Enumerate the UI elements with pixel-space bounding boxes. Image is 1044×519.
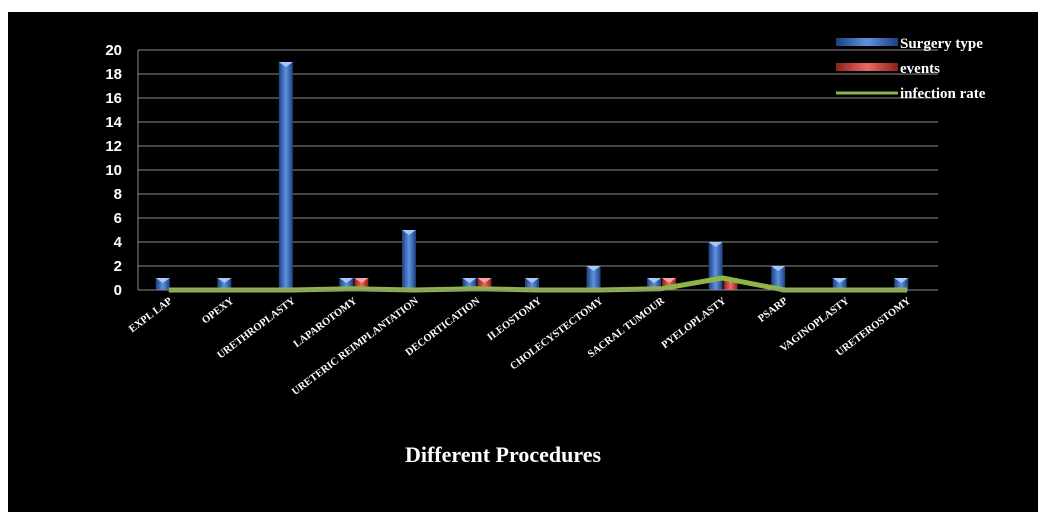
y-tick-label: 0 bbox=[114, 282, 122, 299]
bar-surgery-type-opexy-body bbox=[217, 278, 232, 290]
y-tick-label: 18 bbox=[105, 66, 122, 83]
bar-surgery-type-ureterostomy bbox=[894, 278, 909, 290]
x-tick-label: ILEOSTOMY bbox=[486, 295, 545, 343]
bar-surgery-type-cholecystectomy-body bbox=[586, 266, 601, 290]
bar-surgery-type-vaginoplasty-body bbox=[832, 278, 847, 290]
bar-surgery-type-urethroplasty-body bbox=[278, 62, 293, 290]
y-tick-label: 6 bbox=[114, 210, 122, 227]
y-tick-label: 8 bbox=[114, 186, 122, 203]
bar-surgery-type-laparotomy-cap bbox=[339, 278, 354, 283]
x-tick-label: EXPL LAP bbox=[127, 295, 175, 335]
x-tick-label: PSARP bbox=[756, 295, 790, 324]
bar-surgery-type-expl-lap bbox=[155, 278, 170, 290]
legend-label: events bbox=[900, 61, 940, 77]
bar-surgery-type-ureteric-reimplantation-body bbox=[401, 230, 416, 290]
bar-surgery-type-decortication-cap bbox=[462, 278, 477, 283]
legend-item-events: events bbox=[836, 61, 940, 77]
legend: Surgery type events infection rate bbox=[836, 36, 986, 102]
bar-surgery-type-psarp bbox=[771, 266, 786, 290]
bars-group bbox=[155, 62, 909, 290]
y-tick-label: 20 bbox=[105, 42, 122, 59]
bar-surgery-type-cholecystectomy-cap bbox=[586, 266, 601, 271]
bar-surgery-type-ileostomy bbox=[525, 278, 539, 290]
bar-surgery-type-ureterostomy-cap bbox=[894, 278, 909, 283]
legend-label: infection rate bbox=[900, 86, 986, 102]
bar-events-laparotomy-cap bbox=[354, 278, 369, 283]
x-tick-label: URETERIC REIMPLANTATION bbox=[290, 295, 421, 397]
grid-lines bbox=[138, 49, 938, 291]
chart-frame: 0 2 4 6 8 10 12 14 16 18 20 EXPL LAP OPEXY URETHROPL… bbox=[8, 12, 1038, 512]
bar-surgery-type-psarp-cap bbox=[771, 266, 786, 271]
bar-events-sacral-tumour-cap bbox=[662, 278, 677, 283]
y-tick-label: 14 bbox=[105, 114, 122, 131]
bar-events-decortication-cap bbox=[477, 278, 492, 283]
bar-surgery-type-ureteric-reimplantation bbox=[401, 230, 416, 290]
bar-surgery-type-ureteric-reimplantation-cap bbox=[401, 230, 416, 235]
bar-surgery-type-urethroplasty bbox=[278, 62, 293, 290]
bar-surgery-type-pyeloplasty-body bbox=[708, 242, 723, 290]
legend-swatch-surgery-type bbox=[836, 38, 898, 46]
y-tick-label: 2 bbox=[114, 258, 122, 275]
bar-surgery-type-expl-lap-body bbox=[155, 278, 170, 290]
x-tick-label: LAPAROTOMY bbox=[292, 295, 360, 350]
bar-surgery-type-expl-lap-cap bbox=[155, 278, 170, 283]
bar-surgery-type-ureterostomy-body bbox=[894, 278, 909, 290]
bar-surgery-type-pyeloplasty-cap bbox=[708, 242, 723, 247]
x-tick-label: OPEXY bbox=[200, 295, 236, 326]
y-axis: 0 2 4 6 8 10 12 14 16 18 20 bbox=[105, 42, 139, 299]
bar-surgery-type-psarp-body bbox=[771, 266, 786, 290]
bar-surgery-type-ileostomy-body bbox=[525, 278, 539, 290]
legend-label: Surgery type bbox=[900, 36, 983, 52]
y-tick-label: 10 bbox=[105, 162, 122, 179]
y-tick-label: 12 bbox=[105, 138, 122, 155]
x-axis: EXPL LAP OPEXYURETHROPLASTYLAPAROTOMYURET… bbox=[127, 289, 938, 398]
x-axis-title: Different Procedures bbox=[405, 442, 602, 467]
bar-surgery-type-urethroplasty-cap bbox=[278, 62, 293, 67]
bar-surgery-type-cholecystectomy bbox=[586, 266, 601, 290]
bar-surgery-type-vaginoplasty bbox=[832, 278, 847, 290]
bar-surgery-type-opexy-cap bbox=[217, 278, 232, 283]
bar-surgery-type-opexy bbox=[217, 278, 232, 290]
bar-surgery-type-sacral-tumour-cap bbox=[647, 278, 662, 283]
bar-surgery-type-pyeloplasty bbox=[708, 242, 723, 290]
legend-item-surgery-type: Surgery type bbox=[836, 36, 983, 52]
legend-swatch-events bbox=[836, 63, 898, 71]
bar-surgery-type-ileostomy-cap bbox=[525, 278, 539, 283]
x-tick-label: PYELOPLASTY bbox=[660, 295, 729, 351]
legend-item-infection-rate: infection rate bbox=[836, 86, 986, 102]
y-tick-label: 4 bbox=[114, 234, 123, 251]
bar-surgery-type-vaginoplasty-cap bbox=[832, 278, 847, 283]
y-tick-label: 16 bbox=[105, 90, 122, 107]
